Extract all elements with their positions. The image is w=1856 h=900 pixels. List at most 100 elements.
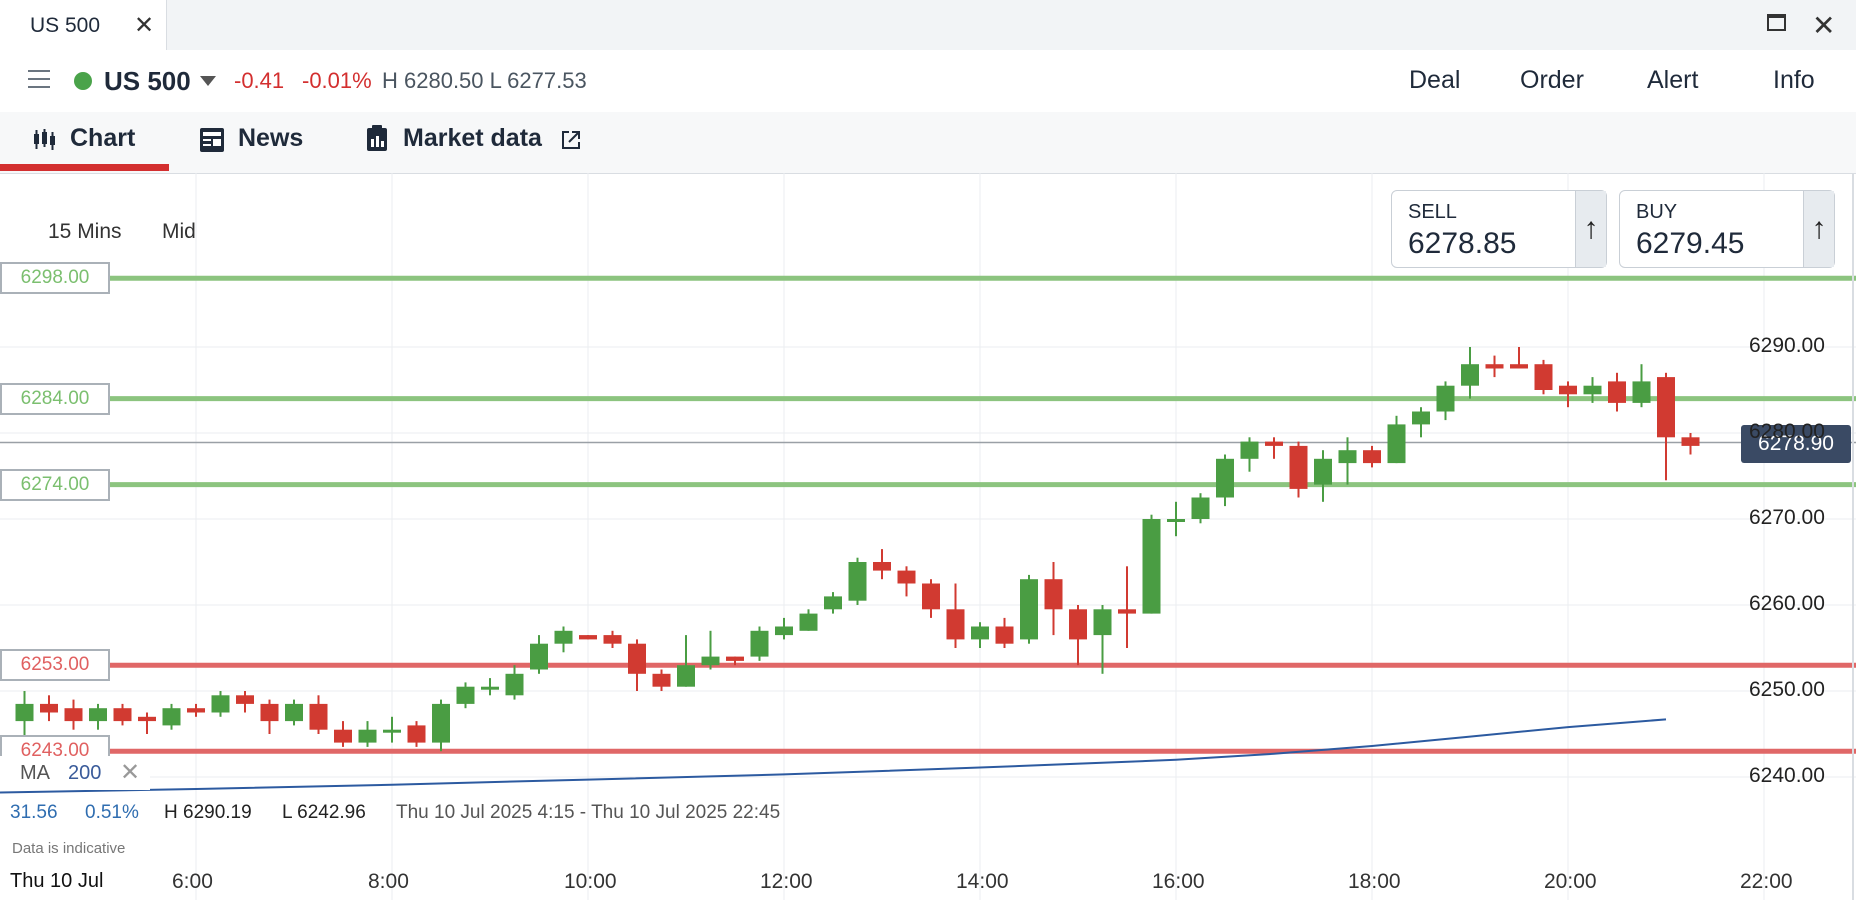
instrument-dropdown-icon[interactable] (200, 76, 216, 86)
candle (897, 570, 916, 584)
tab-close-icon[interactable]: ✕ (134, 12, 155, 39)
candle (1461, 364, 1479, 386)
buy-label: BUY (1636, 201, 1678, 223)
range-high: H 6290.19 (164, 802, 252, 823)
ma-label: MA (20, 762, 50, 784)
y-axis-label: 6280.00 (1749, 420, 1825, 443)
ma-remove-icon[interactable]: ✕ (120, 759, 141, 786)
external-link-icon[interactable] (560, 129, 582, 151)
candle (334, 729, 352, 743)
candle (1142, 519, 1161, 614)
candle (1363, 450, 1381, 464)
range-dates: Thu 10 Jul 2025 4:15 - Thu 10 Jul 2025 2… (396, 802, 781, 823)
disclaimer: Data is indicative (12, 840, 126, 857)
candle (1510, 364, 1528, 369)
tab-us500[interactable] (0, 0, 167, 50)
x-axis-label: 8:00 (368, 870, 409, 893)
candle (1681, 437, 1700, 446)
ma-period[interactable]: 200 (68, 762, 102, 784)
candle (1412, 411, 1430, 425)
candle (1559, 385, 1577, 395)
tab-news[interactable]: News (238, 124, 304, 152)
sell-label: SELL (1408, 201, 1457, 223)
buy-value: 6279.45 (1636, 227, 1745, 260)
date-label: Thu 10 Jul (10, 870, 104, 892)
candle (1191, 497, 1210, 519)
order-button[interactable]: Order (1520, 66, 1584, 94)
info-button[interactable]: Info (1773, 66, 1815, 94)
candle (1534, 364, 1553, 390)
range-low: L 6242.96 (282, 802, 366, 823)
hamburger-menu-icon[interactable] (28, 70, 50, 90)
high-low-text: H 6280.50 L 6277.53 (382, 68, 587, 93)
sell-price-box[interactable]: SELL 6278.85 ↑ (1391, 190, 1607, 268)
range-change: 31.56 (10, 802, 58, 823)
instrument-name[interactable]: US 500 (104, 66, 191, 96)
y-axis-label: 6240.00 (1749, 764, 1825, 787)
level-label[interactable]: 6274.00 (0, 468, 110, 501)
x-axis-label: 16:00 (1152, 870, 1205, 893)
candle (260, 703, 279, 722)
x-axis-label: 10:00 (564, 870, 617, 893)
price-type-selector[interactable]: Mid (162, 220, 196, 243)
candle (579, 635, 597, 640)
candle (1632, 381, 1651, 403)
maximize-icon[interactable] (1767, 14, 1786, 31)
candle (799, 613, 818, 631)
level-label[interactable]: 6298.00 (0, 262, 110, 295)
candle (64, 708, 83, 722)
tab-market-data[interactable]: Market data (403, 124, 542, 152)
y-axis-label: 6290.00 (1749, 334, 1825, 357)
candle (1387, 424, 1406, 464)
candle (113, 708, 132, 722)
candle (15, 703, 34, 722)
level-label[interactable]: 6253.00 (0, 649, 110, 682)
candle (358, 729, 377, 743)
candle (1020, 579, 1038, 640)
newspaper-icon (200, 128, 224, 152)
candle (456, 686, 475, 704)
alert-button[interactable]: Alert (1647, 66, 1699, 94)
candle (530, 643, 548, 670)
candle (1608, 381, 1626, 403)
candle (505, 673, 524, 696)
candle (848, 562, 867, 601)
candle (309, 703, 328, 730)
candle (726, 656, 744, 661)
candle (1240, 441, 1259, 459)
current-price-badge: 6278.90 (1741, 425, 1851, 463)
timeframe-selector[interactable]: 15 Mins (48, 220, 122, 243)
candle (1167, 519, 1185, 522)
ma-line (0, 718, 1667, 794)
candle (1289, 445, 1308, 489)
x-axis-label: 6:00 (172, 870, 213, 893)
candle (1118, 609, 1136, 614)
candle (922, 583, 940, 610)
candle (1583, 385, 1602, 395)
window-titlebar (0, 0, 1856, 51)
buy-arrow-icon: ↑ (1803, 191, 1834, 267)
deal-button[interactable]: Deal (1409, 66, 1461, 94)
candlestick-icon (34, 129, 55, 150)
level-label[interactable]: 6284.00 (0, 382, 110, 415)
market-status-dot (74, 72, 92, 90)
tab-title[interactable]: US 500 (30, 14, 101, 37)
candle (211, 695, 230, 713)
candle (554, 630, 573, 644)
candle (407, 725, 426, 743)
candle (1436, 385, 1455, 412)
candle (138, 716, 156, 722)
y-axis-label: 6270.00 (1749, 506, 1825, 529)
candle (677, 665, 695, 687)
active-tab-indicator (0, 164, 169, 171)
candle (1044, 579, 1063, 610)
window-close-icon[interactable]: ✕ (1812, 10, 1836, 41)
candle (1314, 458, 1332, 485)
price-chart[interactable] (0, 173, 1856, 900)
buy-price-box[interactable]: BUY 6279.45 ↑ (1619, 190, 1835, 268)
instrument-bar (0, 50, 1856, 113)
candle (1657, 377, 1675, 438)
y-axis-label: 6250.00 (1749, 678, 1825, 701)
sell-arrow-icon: ↑ (1575, 191, 1606, 267)
tab-chart[interactable]: Chart (70, 124, 136, 152)
